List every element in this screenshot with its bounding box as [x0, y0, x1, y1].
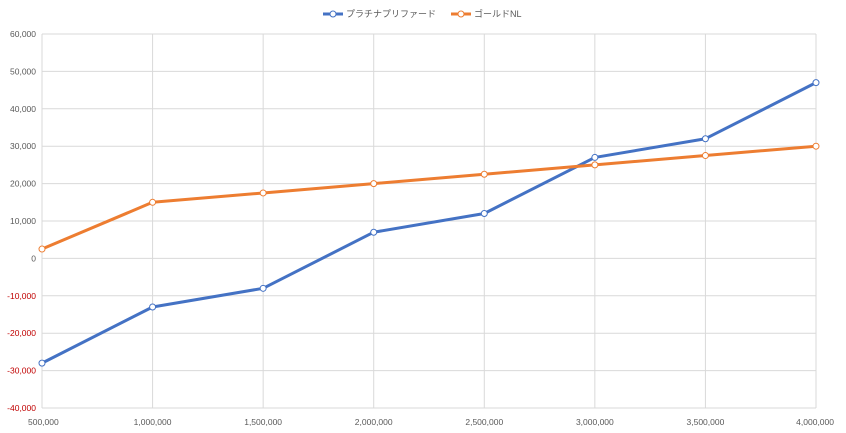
y-tick-label: -40,000 — [7, 403, 36, 413]
data-point — [812, 79, 820, 87]
legend: プラチナプリファード ゴールドNL — [323, 8, 522, 19]
y-tick-label: -30,000 — [7, 366, 36, 376]
x-tick-label: 3,000,000 — [576, 417, 614, 427]
data-point — [370, 228, 378, 236]
x-tick-label: 500,000 — [28, 417, 59, 427]
gridlines — [41, 33, 817, 409]
x-tick-label: 1,000,000 — [134, 417, 172, 427]
legend-item: ゴールドNL — [451, 8, 522, 19]
data-point — [149, 198, 157, 206]
data-point — [480, 170, 488, 178]
x-tick-label: 1,500,000 — [244, 417, 282, 427]
y-tick-label: 20,000 — [10, 179, 36, 189]
series-2 — [38, 142, 820, 253]
x-tick-label: 2,500,000 — [465, 417, 503, 427]
y-tick-label: 60,000 — [10, 29, 36, 39]
data-point — [701, 135, 709, 143]
legend-label: プラチナプリファード — [346, 9, 436, 19]
data-point — [38, 245, 46, 253]
data-point — [38, 359, 46, 367]
y-tick-label: -10,000 — [7, 291, 36, 301]
x-tick-label: 2,000,000 — [355, 417, 393, 427]
series-line — [40, 144, 818, 251]
y-tick-label: 0 — [31, 253, 36, 263]
series-line — [40, 81, 818, 365]
series-lines — [38, 79, 820, 367]
data-point — [259, 284, 267, 292]
x-tick-label: 4,000,000 — [796, 417, 834, 427]
data-point — [812, 142, 820, 150]
data-point — [149, 303, 157, 311]
legend-marker — [457, 10, 465, 18]
data-point — [480, 210, 488, 218]
y-tick-label: 50,000 — [10, 66, 36, 76]
data-point — [591, 153, 599, 161]
y-tick-label: 10,000 — [10, 216, 36, 226]
data-point — [370, 180, 378, 188]
axes: -40,000 -30,000 -20,000 -10,000 0 10,000 20,00… — [7, 29, 834, 427]
y-tick-label: -20,000 — [7, 328, 36, 338]
legend-label: ゴールドNL — [474, 8, 522, 19]
legend-marker — [329, 10, 337, 18]
series-1 — [38, 79, 820, 367]
x-tick-label: 3,500,000 — [687, 417, 725, 427]
data-point — [701, 152, 709, 160]
data-point — [591, 161, 599, 169]
data-point — [259, 189, 267, 197]
legend-item: プラチナプリファード — [323, 9, 436, 19]
y-tick-label: 40,000 — [10, 104, 36, 114]
y-tick-label: 30,000 — [10, 141, 36, 151]
